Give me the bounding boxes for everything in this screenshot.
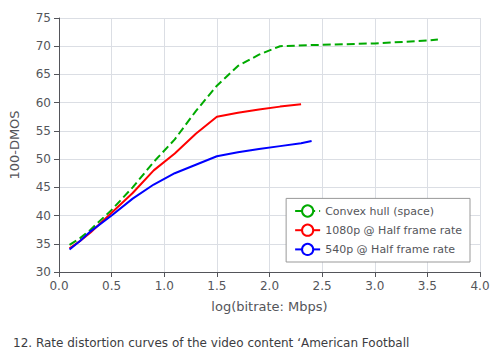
svg-text:0.0: 0.0 [49,279,68,293]
svg-text:log(bitrate: Mbps): log(bitrate: Mbps) [211,299,327,314]
svg-text:70: 70 [36,39,51,53]
svg-text:2.0: 2.0 [260,279,279,293]
svg-text:45: 45 [36,180,51,194]
svg-text:75: 75 [36,11,51,25]
svg-text:65: 65 [36,67,51,81]
svg-text:1080p @ Half frame rate: 1080p @ Half frame rate [325,224,462,237]
svg-text:55: 55 [36,124,51,138]
svg-text:50: 50 [36,152,51,166]
svg-text:12. Rate distortion curves of: 12. Rate distortion curves of the video … [13,336,409,350]
svg-text:2.5: 2.5 [313,279,332,293]
svg-text:30: 30 [36,265,51,279]
svg-text:3.5: 3.5 [418,279,437,293]
svg-text:0.5: 0.5 [102,279,121,293]
svg-text:Convex hull (space): Convex hull (space) [325,205,434,218]
svg-text:540p @ Half frame rate: 540p @ Half frame rate [325,243,455,256]
svg-text:60: 60 [36,96,51,110]
svg-text:4.0: 4.0 [470,279,489,293]
svg-text:1.0: 1.0 [155,279,174,293]
svg-text:1.5: 1.5 [207,279,226,293]
svg-text:35: 35 [36,237,51,251]
svg-text:100-DMOS: 100-DMOS [7,110,22,179]
svg-text:40: 40 [36,209,51,223]
svg-text:3.0: 3.0 [365,279,384,293]
